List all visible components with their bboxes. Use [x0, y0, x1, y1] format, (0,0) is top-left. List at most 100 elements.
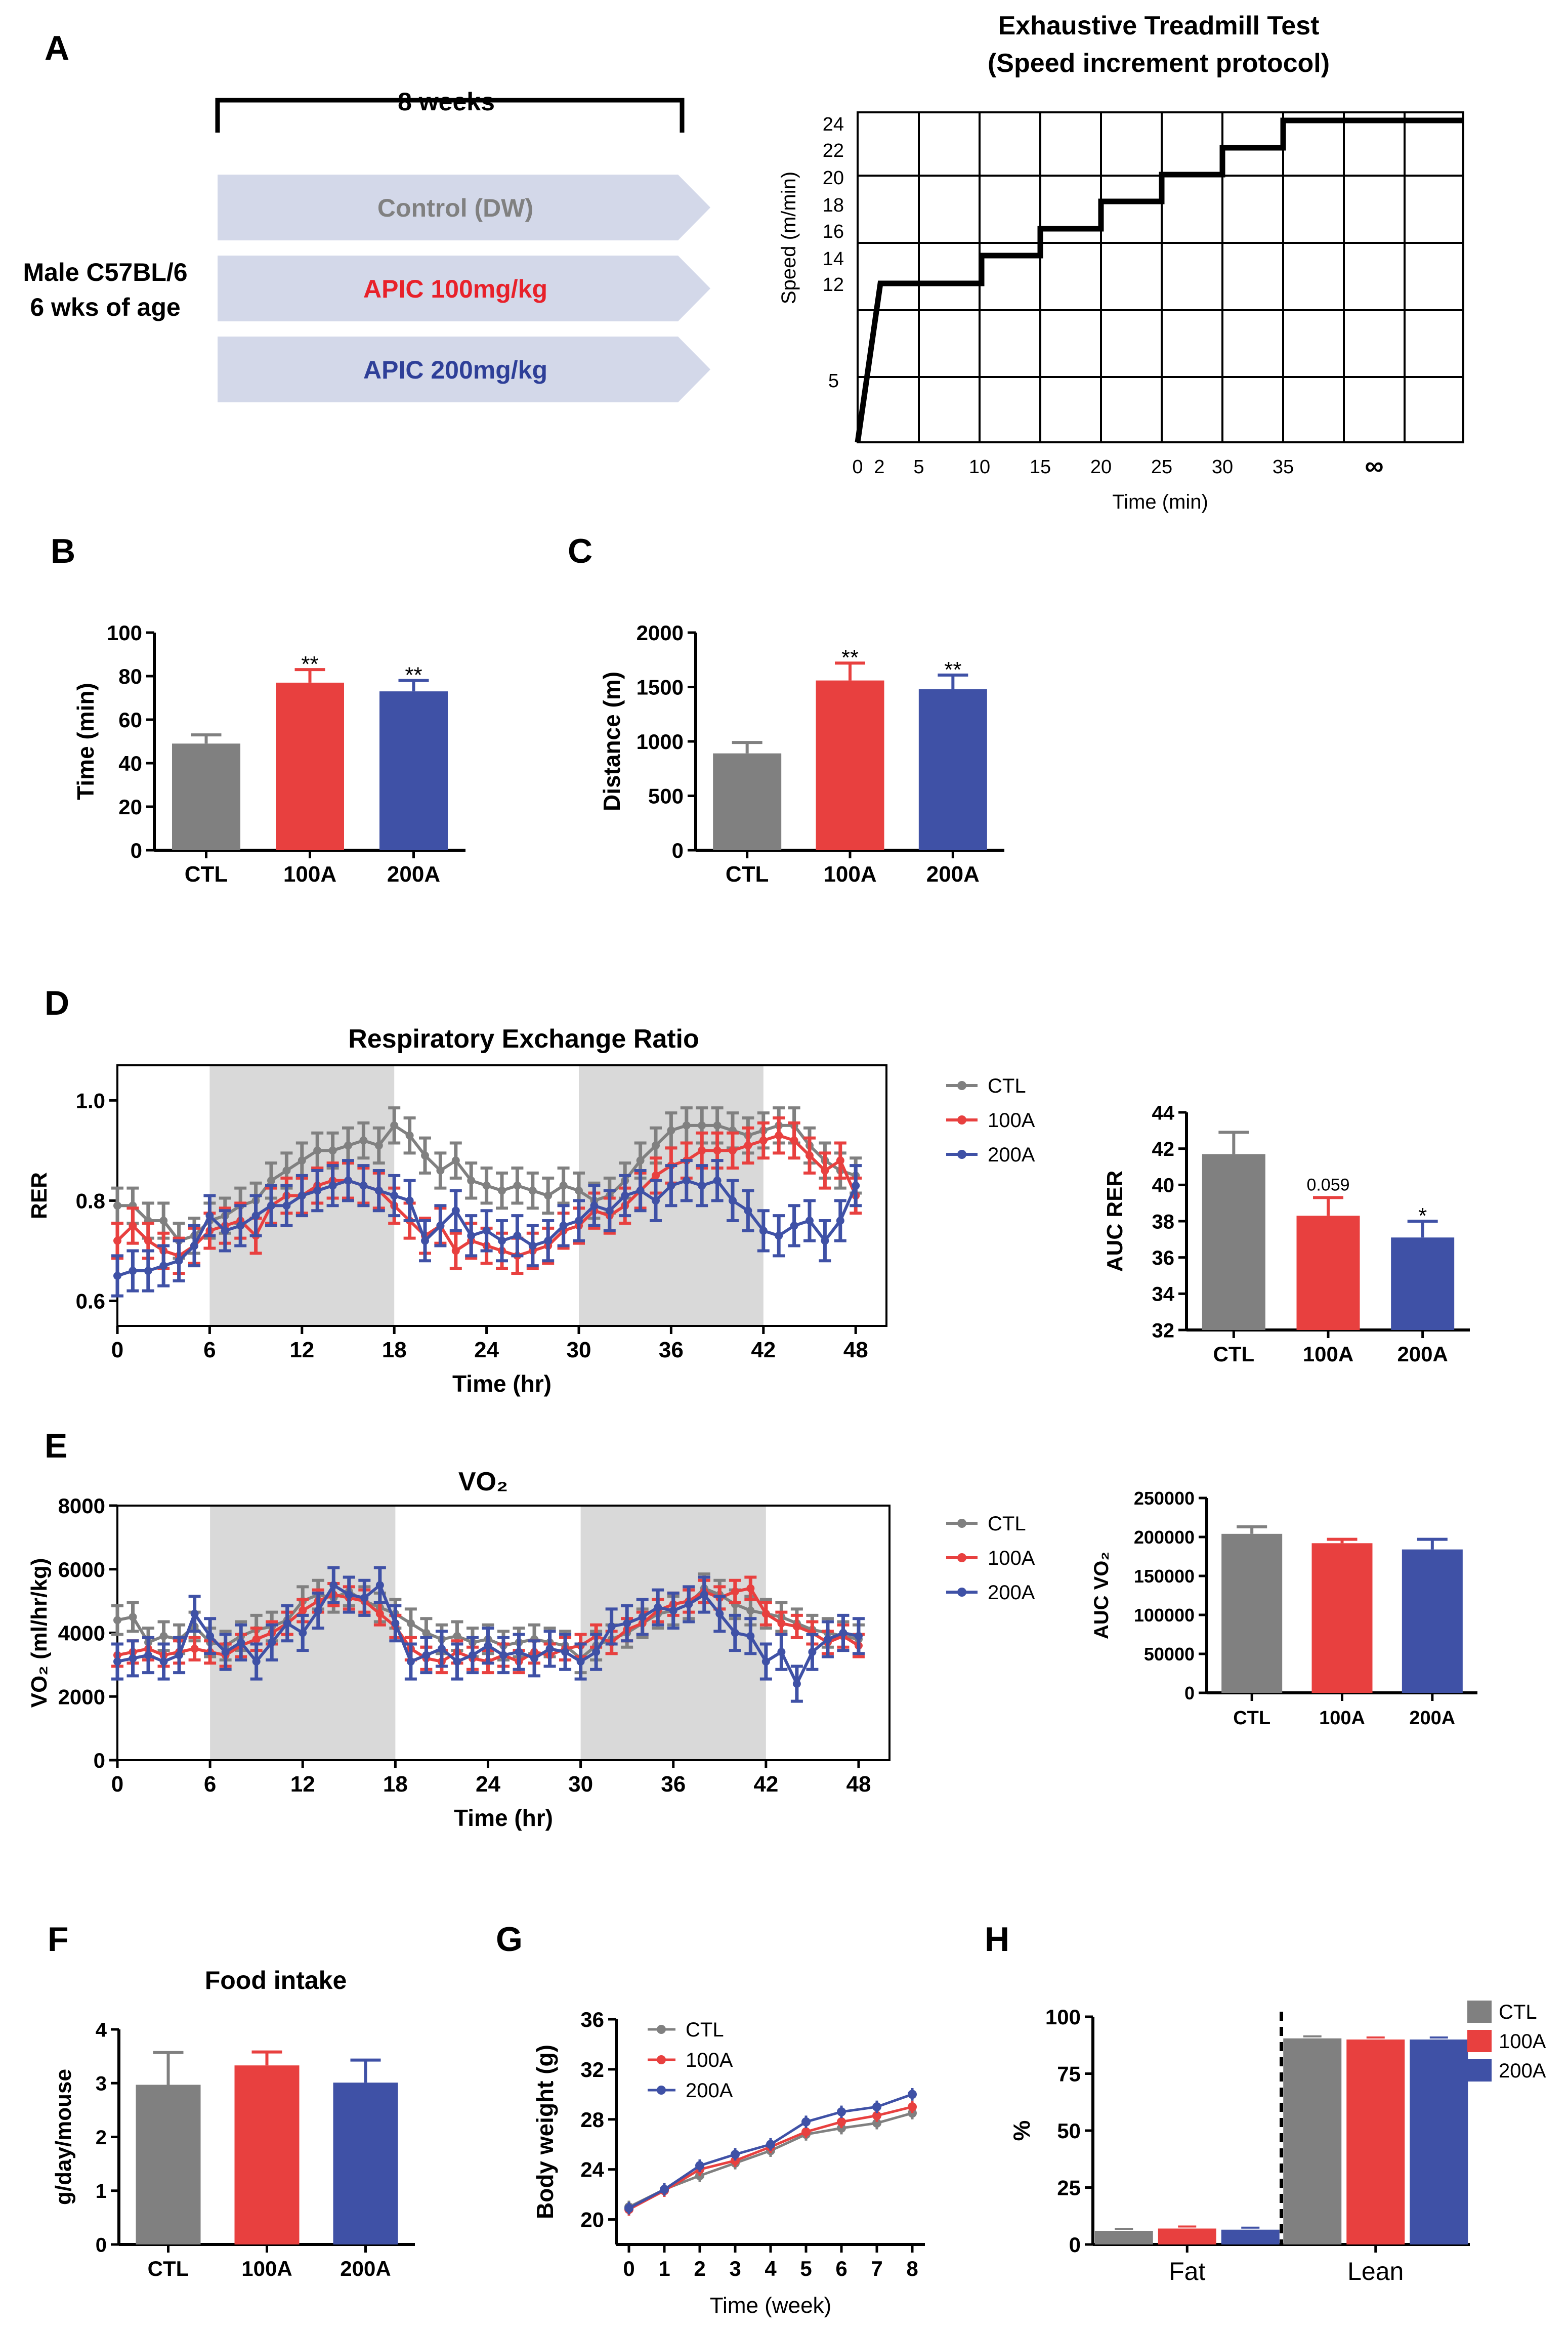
E-ylabel: VO₂ (ml/hr/kg) — [27, 1558, 52, 1708]
D-point-200a — [144, 1267, 152, 1275]
study-design: 8 weeks Male C57BL/6 6 wks of age Contro… — [23, 88, 710, 402]
D-ytick-label: 0.8 — [76, 1189, 105, 1213]
E_auc-xtick-ctl: CTL — [1233, 1708, 1270, 1729]
E-point-200a — [515, 1648, 523, 1656]
E_auc-ytick-label: 50000 — [1144, 1644, 1195, 1665]
E_auc-ytick-label: 150000 — [1134, 1566, 1195, 1587]
E-ytick-label: 6000 — [58, 1558, 105, 1582]
mouse-label-line2: 6 wks of age — [30, 293, 180, 321]
G-point-200a — [837, 2107, 846, 2116]
E-point-ctl — [129, 1613, 137, 1621]
chart-h-body-composition: 0 25 50 75 100% Fat Lean CTL 100A 200A — [1008, 2001, 1546, 2285]
D-point-ctl — [713, 1121, 722, 1130]
D-point-200a — [129, 1267, 137, 1275]
E-point-200a — [623, 1619, 631, 1628]
H-ytick-label: 25 — [1057, 2176, 1081, 2200]
E-point-200a — [792, 1680, 801, 1688]
E_auc-bar-ctl — [1221, 1533, 1283, 1693]
D-point-200a — [390, 1191, 399, 1200]
F-xtick-200a: 200A — [340, 2257, 391, 2280]
G-xtick-label: 0 — [623, 2257, 634, 2280]
D-point-ctl — [313, 1146, 322, 1155]
E-point-100a — [299, 1606, 307, 1615]
E-point-200a — [777, 1648, 786, 1656]
D-point-ctl — [328, 1146, 337, 1155]
G-legend-label-ctl: CTL — [686, 2019, 724, 2041]
time-tick-35: 35 — [1273, 456, 1294, 478]
time-tick-5: 5 — [913, 456, 924, 478]
E-point-200a — [499, 1651, 507, 1659]
E-point-200a — [329, 1581, 338, 1590]
E-point-200a — [592, 1648, 601, 1656]
F-ytick-label: 4 — [96, 2019, 107, 2041]
E-point-ctl — [453, 1632, 461, 1640]
E-xtick-label: 42 — [753, 1772, 778, 1797]
G-point-100a — [872, 2111, 881, 2120]
G-xtick-label: 6 — [835, 2257, 847, 2280]
D-point-200a — [852, 1181, 860, 1190]
D-point-100a — [775, 1131, 783, 1140]
E_auc-ytick-label: 100000 — [1134, 1605, 1195, 1626]
G-xtick-label: 4 — [765, 2257, 777, 2280]
D-point-100a — [129, 1221, 137, 1230]
C-xtick-ctl: CTL — [726, 862, 769, 887]
D_auc-xtick-200a: 200A — [1397, 1342, 1448, 1366]
G-xtick-label: 8 — [906, 2257, 918, 2280]
D-legend-label-ctl: CTL — [988, 1075, 1026, 1097]
D-ytick-label: 1.0 — [76, 1089, 105, 1112]
H-xtick-fat: Fat — [1169, 2257, 1205, 2285]
D-legend-marker-200a — [957, 1150, 966, 1159]
chart-d-auc-rer: 32 34 36 38 40 42 44 AUC RER CTL 100A 0.059 200A * — [1103, 1102, 1470, 1366]
E-point-200a — [375, 1581, 384, 1590]
D-xtick-label: 36 — [659, 1338, 684, 1362]
speed-tick-24: 24 — [823, 114, 844, 135]
E-xtick-label: 12 — [290, 1772, 315, 1797]
G-point-ctl — [872, 2118, 881, 2128]
G-point-200a — [872, 2102, 881, 2112]
E-point-200a — [576, 1657, 585, 1666]
chart-e-auc-vo2: 0 50000 100000 150000 200000 250000 AUC VO₂ CTL… — [1090, 1488, 1477, 1729]
time-tick-30: 30 — [1212, 456, 1233, 478]
E-point-200a — [175, 1651, 184, 1659]
time-tick-25: 25 — [1151, 456, 1172, 478]
D-point-100a — [113, 1236, 121, 1245]
E-point-200a — [391, 1619, 400, 1628]
D-point-200a — [328, 1181, 337, 1190]
B-ytick-label: 0 — [131, 839, 142, 862]
E-ytick-label: 8000 — [58, 1494, 105, 1518]
E-point-200a — [437, 1644, 446, 1653]
time-tick-20: 20 — [1090, 456, 1112, 478]
D_auc-significance-200a: * — [1418, 1203, 1427, 1228]
D-title: Respiratory Exchange Ratio — [348, 1024, 699, 1054]
G-legend-marker-200a — [657, 2086, 666, 2095]
D-point-ctl — [159, 1217, 168, 1225]
E-point-200a — [468, 1651, 477, 1659]
G-legend-marker-ctl — [657, 2025, 666, 2034]
D_auc-ytick-label: 44 — [1152, 1102, 1175, 1124]
speed-tick-14: 14 — [823, 248, 844, 270]
G-xlabel: Time (week) — [710, 2293, 831, 2318]
D-point-ctl — [390, 1121, 399, 1130]
D-point-200a — [190, 1241, 198, 1250]
D-point-200a — [652, 1196, 660, 1205]
E-ytick-label: 0 — [94, 1749, 105, 1772]
D-point-ctl — [544, 1191, 553, 1200]
G-point-100a — [908, 2102, 917, 2112]
group-arrow-control — [218, 175, 710, 240]
E-point-200a — [607, 1622, 616, 1631]
D-point-200a — [498, 1236, 506, 1245]
E_auc-ytick-label: 200000 — [1134, 1527, 1195, 1548]
G-ytick-label: 28 — [580, 2108, 604, 2132]
D-point-200a — [113, 1271, 121, 1280]
D_auc-ytick-label: 38 — [1152, 1211, 1175, 1233]
E-point-200a — [221, 1648, 230, 1656]
treadmill-xlabel: Time (min) — [1112, 491, 1208, 513]
D-point-200a — [267, 1201, 275, 1210]
E-xtick-label: 48 — [846, 1772, 871, 1797]
D-point-200a — [221, 1226, 229, 1235]
E-point-200a — [453, 1657, 461, 1666]
E-point-200a — [545, 1644, 554, 1653]
G-legend-label-100a: 100A — [686, 2049, 733, 2071]
F-bar-200a — [333, 2083, 398, 2244]
panel-letter-b: B — [51, 532, 75, 570]
